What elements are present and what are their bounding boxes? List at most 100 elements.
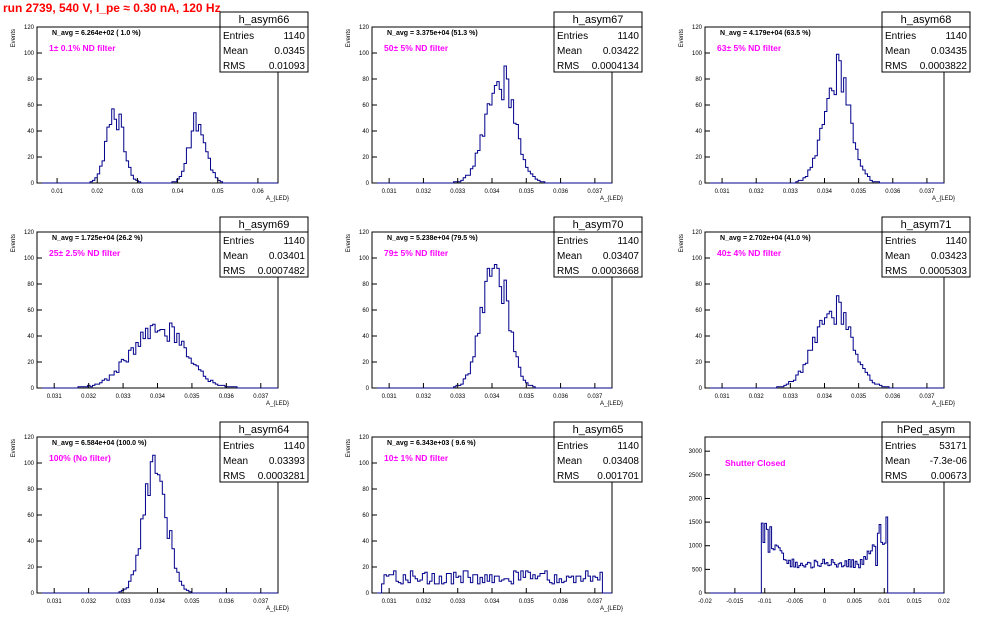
x-tick-label: 0.037	[919, 189, 935, 195]
stats-title: h_asym65	[573, 424, 624, 436]
stats-title: h_asym70	[573, 219, 624, 231]
stats-title: h_asym66	[239, 14, 290, 26]
histogram-line	[372, 264, 612, 389]
x-tick-label: 0.033	[450, 394, 466, 400]
filter-label: 100% (No filter)	[49, 453, 111, 463]
stats-key-rms: RMS	[557, 61, 580, 72]
y-axis-label: Events	[11, 439, 17, 457]
x-tick-label: 0.035	[184, 394, 200, 400]
x-tick-label: 0.035	[519, 189, 535, 195]
stats-box	[881, 11, 971, 73]
stats-value-entries: 1140	[945, 31, 967, 42]
filter-label: Shutter Closed	[725, 458, 785, 468]
x-tick-label: 0.031	[47, 599, 63, 605]
x-tick-label: 0.037	[253, 599, 269, 605]
y-tick-label: 40	[362, 129, 369, 135]
x-tick-label: 0.034	[484, 394, 500, 400]
filter-label: 25± 2.5% ND filter	[49, 248, 121, 258]
x-tick-label: 0.033	[116, 599, 132, 605]
x-axis-label: A_{LED}	[266, 196, 289, 202]
y-axis-label: Events	[11, 29, 17, 47]
x-tick-label: 0.034	[817, 394, 833, 400]
histogram-line	[372, 570, 612, 594]
stats-value-rms: 0.0004134	[592, 61, 640, 72]
y-tick-label: 100	[24, 461, 35, 467]
stats-value-entries: 1140	[283, 236, 305, 247]
stats-value-mean: 0.03401	[269, 251, 306, 262]
stats-key-mean: Mean	[557, 251, 582, 262]
stats-key-entries: Entries	[885, 236, 916, 247]
histogram-line	[372, 65, 612, 184]
y-tick-label: 2000	[689, 496, 703, 502]
stats-value-mean: 0.03393	[269, 456, 306, 467]
stats-title: h_asym64	[239, 424, 290, 436]
navg-label: N_avg = 6.264e+02 ( 1.0 %)	[52, 30, 141, 37]
x-tick-label: 0.034	[150, 599, 166, 605]
y-tick-label: 40	[695, 334, 702, 340]
y-tick-label: 80	[695, 282, 702, 288]
stats-value-mean: 0.03435	[931, 46, 968, 57]
y-tick-label: 0	[366, 591, 370, 597]
x-tick-label: 0.037	[253, 394, 269, 400]
x-tick-label: -0.02	[698, 599, 712, 605]
filter-label: 79± 5% ND filter	[384, 248, 449, 258]
stats-value-entries: 53171	[939, 441, 967, 452]
x-tick-label: 0.031	[382, 599, 398, 605]
stats-key-rms: RMS	[885, 471, 908, 482]
stats-box	[553, 421, 643, 483]
x-tick-label: 0.037	[587, 189, 603, 195]
y-tick-label: 60	[27, 513, 34, 519]
stats-title: h_asym68	[901, 14, 952, 26]
y-tick-label: 100	[692, 256, 703, 262]
stats-key-mean: Mean	[557, 46, 582, 57]
navg-label: N_avg = 3.375e+04 (51.3 %)	[387, 30, 478, 37]
x-tick-label: 0.05	[212, 189, 224, 195]
y-tick-label: 0	[31, 181, 35, 187]
x-tick-label: 0.015	[907, 599, 923, 605]
y-tick-label: 80	[362, 282, 369, 288]
stats-value-entries: 1140	[283, 31, 305, 42]
x-tick-label: -0.015	[726, 599, 744, 605]
stats-box	[219, 421, 309, 483]
y-tick-label: 40	[362, 539, 369, 545]
stats-title: h_asym67	[573, 14, 624, 26]
stats-key-rms: RMS	[223, 471, 246, 482]
y-tick-label: 60	[362, 513, 369, 519]
histogram-line	[37, 322, 278, 389]
y-tick-label: 0	[699, 386, 703, 392]
y-tick-label: 100	[359, 51, 370, 57]
stats-key-entries: Entries	[885, 441, 916, 452]
x-tick-label: 0.033	[783, 189, 799, 195]
x-tick-label: 0.032	[416, 394, 432, 400]
x-tick-label: 0.036	[219, 599, 235, 605]
stats-key-mean: Mean	[885, 251, 910, 262]
y-tick-label: 80	[27, 282, 34, 288]
x-tick-label: 0.037	[919, 394, 935, 400]
x-tick-label: 0.033	[450, 599, 466, 605]
y-tick-label: 120	[359, 230, 370, 236]
y-tick-label: 80	[362, 487, 369, 493]
x-tick-label: 0.01	[878, 599, 890, 605]
page-title: run 2739, 540 V, I_pe ≈ 0.30 nA, 120 Hz	[3, 1, 221, 15]
x-axis-label: A_{LED}	[932, 196, 955, 202]
y-tick-label: 60	[695, 308, 702, 314]
y-tick-label: 100	[24, 256, 35, 262]
x-axis-label: A_{LED}	[600, 401, 623, 407]
y-axis-label: Events	[11, 234, 17, 252]
stats-key-rms: RMS	[557, 471, 580, 482]
stats-key-entries: Entries	[223, 236, 254, 247]
histogram-line	[37, 454, 278, 594]
navg-label: N_avg = 4.179e+04 (63.5 %)	[720, 30, 811, 37]
stats-value-entries: 1140	[283, 441, 305, 452]
y-tick-label: 80	[695, 77, 702, 83]
histogram-line	[705, 53, 944, 184]
y-tick-label: 40	[695, 129, 702, 135]
x-tick-label: 0.037	[587, 599, 603, 605]
stats-key-rms: RMS	[223, 266, 246, 277]
stats-key-mean: Mean	[885, 46, 910, 57]
y-tick-label: 20	[27, 565, 34, 571]
x-tick-label: 0.034	[150, 394, 166, 400]
navg-label: N_avg = 6.584e+04 (100.0 %)	[52, 440, 147, 447]
stats-title: h_asym71	[901, 219, 952, 231]
x-tick-label: 0.033	[783, 394, 799, 400]
